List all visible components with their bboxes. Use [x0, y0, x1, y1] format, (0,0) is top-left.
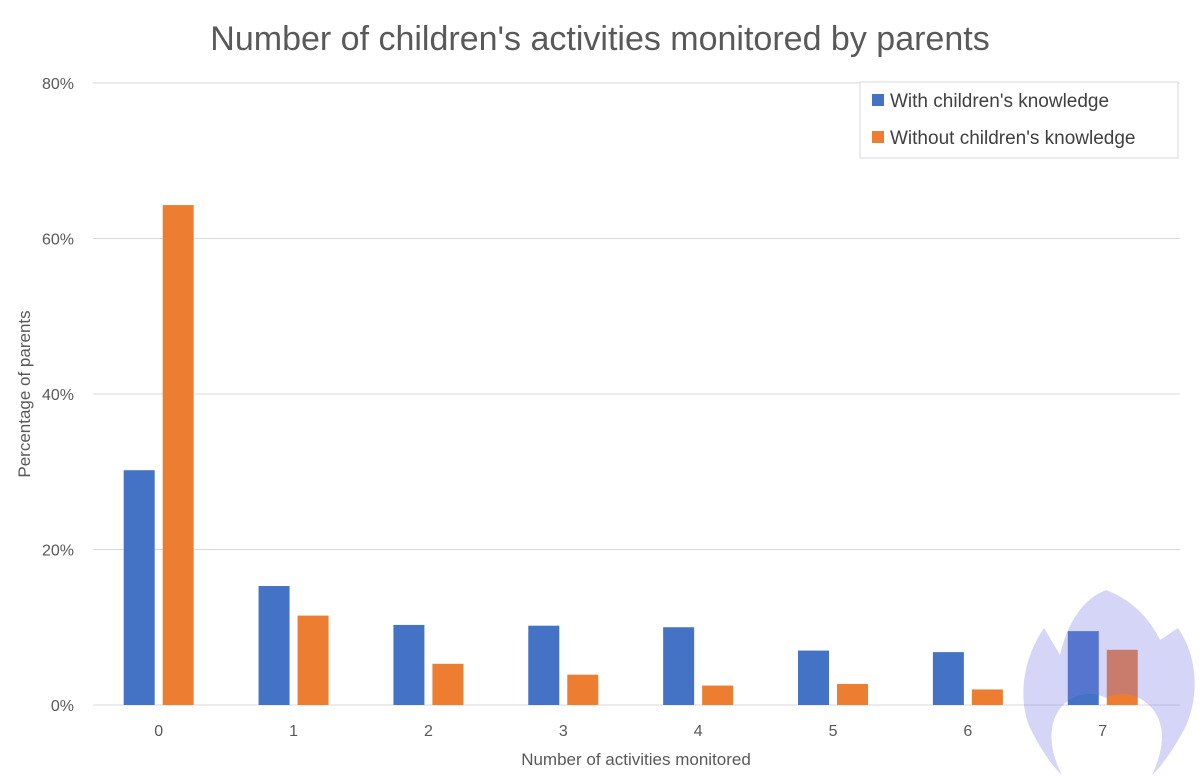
bar-without-knowledge-7 [1106, 649, 1138, 705]
bar-without-knowledge-4 [702, 685, 734, 705]
chart-title: Number of children's activities monitore… [210, 20, 989, 58]
x-tick-label: 2 [424, 723, 433, 740]
legend: With children's knowledge Without childr… [859, 81, 1179, 159]
legend-swatch-without-knowledge [872, 131, 884, 143]
x-tick-label: 5 [829, 723, 838, 740]
bar-without-knowledge-1 [297, 615, 329, 705]
x-tick-label: 7 [1098, 723, 1107, 740]
y-tick-label: 60% [42, 232, 74, 249]
gridlines [93, 82, 1180, 706]
y-axis-ticks: 0% 20% 40% 60% 80% [42, 76, 74, 715]
watermark-logo-shape [1023, 590, 1195, 775]
x-tick-label: 0 [154, 723, 163, 740]
x-tick-label: 3 [559, 723, 568, 740]
bar-with-knowledge-2 [393, 624, 425, 705]
bar-with-knowledge-7 [1067, 631, 1099, 705]
bar-without-knowledge-0 [162, 205, 194, 705]
y-tick-label: 0% [51, 698, 74, 715]
bar-with-knowledge-1 [258, 586, 290, 705]
legend-label-without-knowledge: Without children's knowledge [890, 128, 1135, 149]
legend-swatch-with-knowledge [872, 94, 884, 106]
bar-without-knowledge-6 [971, 689, 1003, 705]
x-axis-label: Number of activities monitored [521, 750, 751, 769]
bar-with-knowledge-6 [932, 652, 964, 705]
bar-without-knowledge-3 [567, 674, 599, 705]
y-axis-label: Percentage of parents [15, 310, 34, 477]
bar-with-knowledge-4 [663, 627, 695, 705]
bar-with-knowledge-5 [798, 650, 830, 705]
x-tick-label: 4 [694, 723, 703, 740]
watermark-logo [1023, 590, 1195, 775]
bars [123, 205, 1138, 705]
y-tick-label: 20% [42, 543, 74, 560]
legend-border [859, 81, 1179, 159]
x-axis-ticks: 0 1 2 3 4 5 6 7 [154, 723, 1107, 740]
bar-without-knowledge-5 [837, 684, 869, 705]
x-tick-label: 6 [963, 723, 972, 740]
y-tick-label: 80% [42, 76, 74, 93]
y-tick-label: 40% [42, 387, 74, 404]
bar-with-knowledge-3 [528, 625, 560, 705]
legend-label-with-knowledge: With children's knowledge [890, 91, 1109, 112]
bar-with-knowledge-0 [123, 470, 155, 705]
x-tick-label: 1 [289, 723, 298, 740]
bar-without-knowledge-2 [432, 663, 464, 705]
